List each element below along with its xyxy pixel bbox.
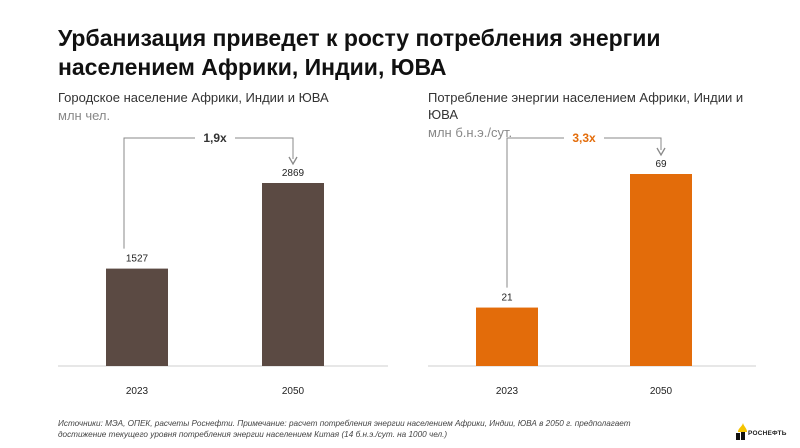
left-value-label-2050: 2869 [282, 168, 305, 179]
left-growth-line-right [235, 137, 294, 159]
right-chart-title: Потребление энергии населением Африки, И… [428, 90, 744, 122]
left-chart-header: Городское население Африки, Индии и ЮВА … [58, 89, 388, 124]
right-growth-line-right [604, 137, 662, 150]
left-bar-2050 [262, 183, 324, 366]
right-chart-unit: млн б.н.э./сут. [428, 125, 513, 140]
left-chart-title: Городское население Африки, Индии и ЮВА [58, 90, 329, 105]
left-category-label-2023: 2023 [126, 386, 149, 397]
left-growth-line-left [123, 137, 195, 249]
right-growth-label: 3,3x [572, 131, 596, 145]
right-category-label-2050: 2050 [650, 386, 673, 397]
right-bar-2050 [630, 174, 692, 366]
left-growth-arrowhead [288, 156, 298, 166]
right-value-label-2023: 21 [501, 293, 513, 304]
right-growth-line-left [506, 137, 564, 288]
right-chart-header: Потребление энергии населением Африки, И… [428, 89, 748, 141]
left-chart-unit: млн чел. [58, 108, 111, 123]
right-growth-arrowhead [656, 147, 666, 157]
right-category-label-2023: 2023 [496, 386, 519, 397]
footnote: Источники: МЭА, ОПЕК, расчеты Роснефти. … [58, 419, 631, 439]
right-value-label-2050: 69 [655, 159, 667, 170]
rosneft-logo [736, 423, 747, 440]
left-value-label-2023: 1527 [126, 254, 149, 265]
logo-text: РОСНЕФТЬ [748, 430, 787, 437]
page-title: Урбанизация приведет к росту потребления… [58, 25, 661, 80]
left-bar-2023 [106, 268, 168, 366]
left-category-label-2050: 2050 [282, 386, 305, 397]
left-growth-label: 1,9x [203, 131, 227, 145]
right-bar-2023 [476, 307, 538, 366]
